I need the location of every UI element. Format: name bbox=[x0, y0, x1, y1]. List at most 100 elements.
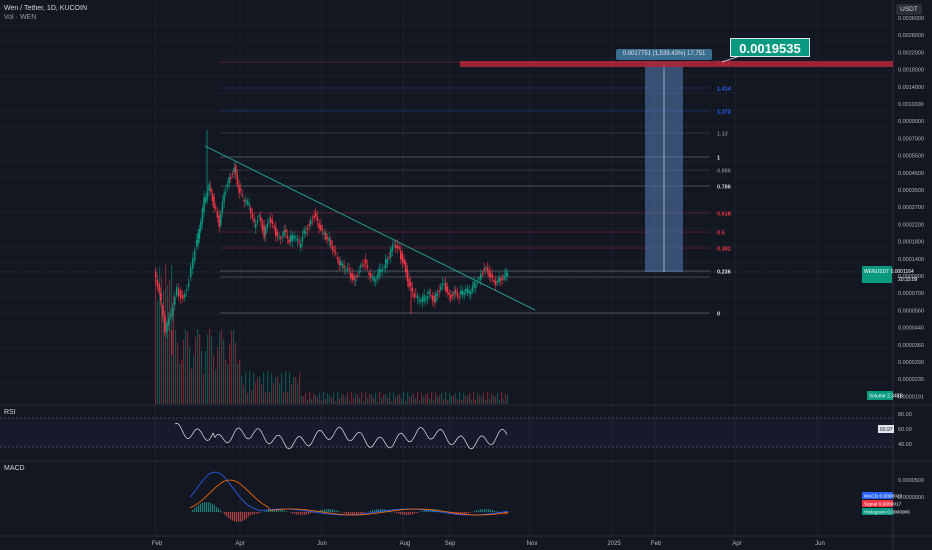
volume-bar bbox=[477, 393, 479, 404]
volume-bar bbox=[185, 329, 187, 404]
candle-body bbox=[436, 292, 439, 296]
volume-bar bbox=[249, 371, 251, 404]
macd-histogram-bar bbox=[364, 512, 366, 513]
candle-body bbox=[240, 188, 242, 191]
symbol-title[interactable]: Wen / Tether, 1D, KUCOIN bbox=[4, 5, 87, 12]
volume-bar bbox=[301, 395, 303, 404]
price-tick: 0.0022000 bbox=[898, 50, 924, 56]
macd-tick: 0.0000500 bbox=[898, 478, 924, 484]
target-price-callout[interactable]: 0.0019535 bbox=[730, 38, 810, 57]
candle-body bbox=[155, 271, 157, 278]
candle-body bbox=[245, 200, 247, 202]
volume-bar bbox=[333, 392, 335, 404]
macd-histogram-bar bbox=[488, 509, 490, 512]
candle-body bbox=[376, 274, 379, 280]
candle-body bbox=[406, 269, 409, 282]
candle-body bbox=[210, 187, 212, 192]
macd-histogram-bar bbox=[194, 508, 196, 512]
macd-histogram-bar bbox=[308, 512, 310, 515]
candle-body bbox=[172, 307, 174, 316]
candle-body bbox=[194, 250, 196, 261]
volume-bar bbox=[407, 392, 409, 404]
macd-value-tag bbox=[862, 508, 893, 515]
measure-zone[interactable] bbox=[460, 55, 893, 272]
candle-body bbox=[176, 287, 178, 296]
candle-body bbox=[441, 283, 444, 286]
time-axis[interactable]: Feb Apr Jun Aug Sep Nov 2025 Feb Apr Jun bbox=[152, 541, 825, 547]
volume-bar bbox=[469, 392, 471, 404]
macd-histogram-bar bbox=[266, 510, 268, 512]
currency-tag[interactable]: USDT bbox=[896, 4, 922, 15]
volume-bar bbox=[189, 346, 191, 404]
candle-body bbox=[216, 211, 219, 218]
candle-body bbox=[273, 225, 275, 228]
candle-body bbox=[506, 274, 508, 277]
volume-bar bbox=[303, 396, 305, 404]
macd-histogram-bar bbox=[346, 512, 348, 514]
candle-body bbox=[396, 245, 399, 248]
volume-bar bbox=[235, 342, 237, 404]
volume-bar bbox=[209, 329, 211, 404]
candle-body bbox=[233, 167, 235, 173]
volume-bar bbox=[405, 401, 407, 404]
fib-retracement[interactable]: 1.6181.4141.2721.1310.8860.7860.6180.50.… bbox=[220, 61, 732, 318]
volume-bar bbox=[323, 392, 325, 404]
candle-body bbox=[505, 272, 507, 275]
volume-bar bbox=[439, 395, 441, 404]
target-price-line[interactable] bbox=[460, 61, 893, 67]
measure-label: 0.0017751 (1,539.43%) 17,751 bbox=[616, 49, 712, 60]
candle-body bbox=[500, 277, 502, 281]
candle-body bbox=[485, 267, 487, 269]
volume-bar bbox=[417, 392, 419, 404]
volume-bar bbox=[295, 377, 297, 404]
volume-bar bbox=[411, 394, 413, 404]
volume-bar bbox=[371, 394, 373, 404]
candle-body bbox=[486, 267, 489, 272]
candle-body bbox=[465, 289, 467, 292]
descending-trendline[interactable] bbox=[204, 145, 536, 311]
candle-body bbox=[301, 236, 304, 242]
macd-histogram-bar bbox=[204, 502, 206, 512]
price-tick: 0.0003500 bbox=[898, 188, 924, 194]
volume-bar bbox=[455, 393, 457, 404]
volume-bar bbox=[351, 392, 353, 404]
macd-histogram-bar bbox=[492, 510, 494, 512]
candle-body bbox=[270, 217, 272, 223]
macd-histogram-bar bbox=[400, 512, 402, 515]
candle-body bbox=[470, 291, 472, 295]
volume-bar bbox=[467, 395, 469, 404]
volume-bar bbox=[471, 399, 473, 404]
price-axis[interactable]: 0.0036000 0.0028000 0.0022000 0.0018000 0.00… bbox=[862, 16, 924, 516]
macd-histogram-bar bbox=[352, 512, 354, 515]
volume-bar bbox=[227, 364, 229, 404]
candle-body bbox=[316, 216, 319, 222]
candle-body bbox=[460, 290, 462, 295]
candle-body bbox=[393, 244, 395, 246]
candle-body bbox=[463, 291, 465, 295]
fib-level-label: 0 bbox=[717, 312, 720, 318]
candle-body bbox=[213, 197, 215, 208]
volume-bar bbox=[419, 400, 421, 404]
macd-histogram-bar bbox=[206, 502, 208, 512]
candle-body bbox=[481, 273, 484, 275]
price-tick: 0.0000191 bbox=[898, 394, 924, 400]
macd-histogram-bar bbox=[476, 510, 478, 512]
volume-bar bbox=[359, 397, 361, 404]
volume-bar bbox=[311, 399, 313, 404]
volume-bar bbox=[367, 397, 369, 404]
trendline[interactable] bbox=[204, 145, 536, 311]
macd-histogram-bar bbox=[208, 502, 210, 512]
price-tick: 0.0000290 bbox=[898, 360, 924, 366]
volume-bar bbox=[275, 377, 277, 404]
price-tick: 0.0007000 bbox=[898, 136, 924, 142]
candle-body bbox=[170, 314, 172, 318]
macd-histogram-bar bbox=[238, 512, 240, 522]
volume-bar bbox=[335, 401, 337, 404]
price-tick: 0.0004500 bbox=[898, 171, 924, 177]
candle-body bbox=[507, 273, 509, 276]
candle-body bbox=[236, 175, 239, 185]
candle-body bbox=[211, 193, 214, 201]
candle-body bbox=[478, 278, 480, 280]
volume-bar bbox=[277, 376, 279, 404]
